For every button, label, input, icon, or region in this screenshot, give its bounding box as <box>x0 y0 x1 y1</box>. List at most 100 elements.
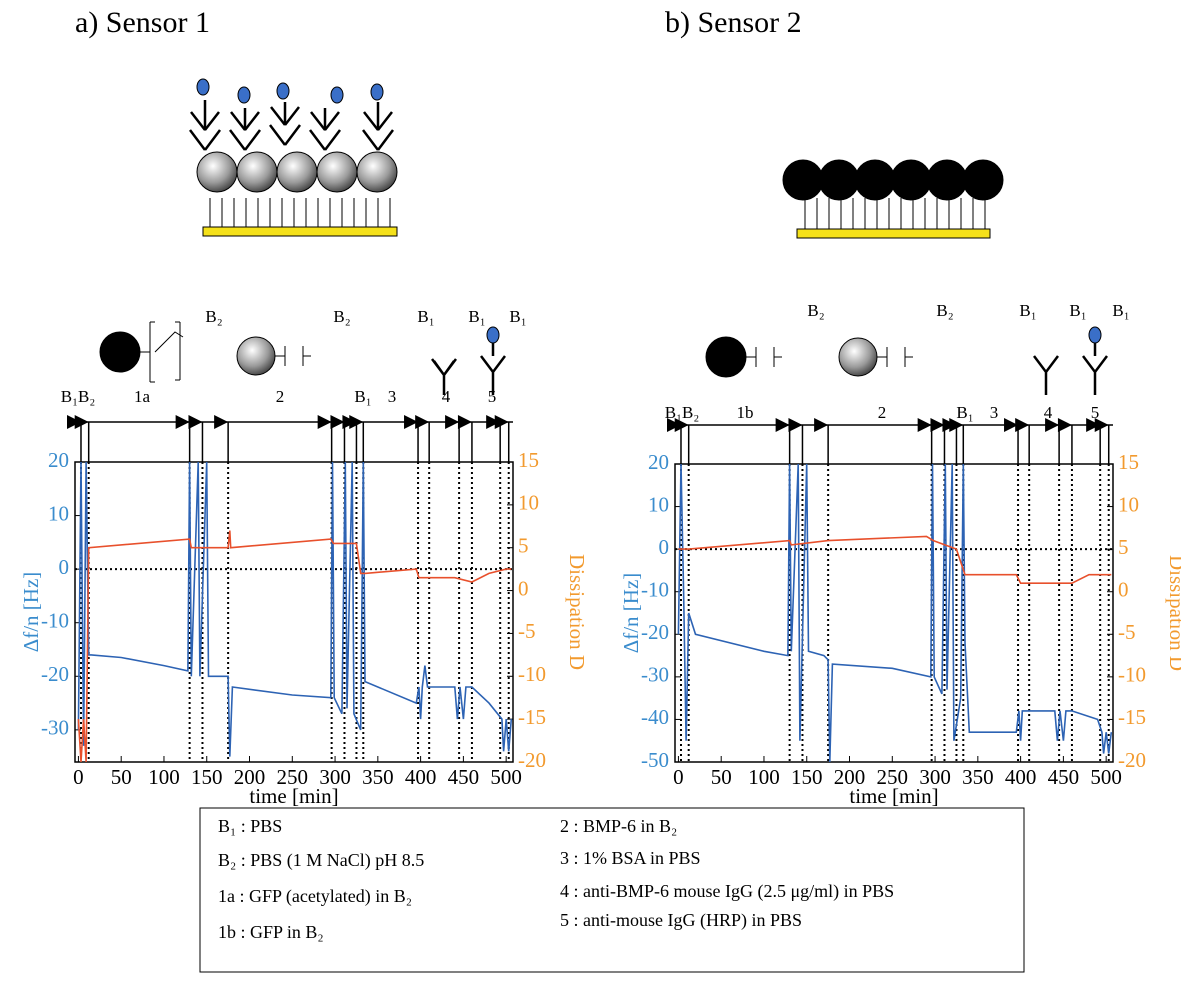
y-tick-label: -10 <box>41 609 69 633</box>
y2-tick-label: -20 <box>518 748 546 772</box>
x-tick-label: 400 <box>1005 765 1037 789</box>
step-label: 5 <box>488 387 497 406</box>
x-tick-label: 50 <box>111 765 132 789</box>
y-tick-label: 0 <box>659 535 670 559</box>
y-tick-label: -20 <box>41 662 69 686</box>
chart-title: a) Sensor 1 <box>75 6 210 39</box>
frequency-line <box>678 464 1111 762</box>
step-label: B₁ <box>956 403 973 422</box>
chart-title: b) Sensor 2 <box>665 6 802 39</box>
step-label: B₁ <box>417 307 434 326</box>
step-label: B₁ <box>354 387 371 406</box>
figure: a) Sensor 105010015020025030035040045050… <box>0 0 1181 977</box>
x-tick-label: 100 <box>148 765 180 789</box>
x-tick-label: 450 <box>448 765 480 789</box>
timeline-arrow <box>776 418 790 432</box>
key-entry: 5 : anti-mouse IgG (HRP) in PBS <box>560 910 802 931</box>
timeline-arrow <box>415 415 429 429</box>
x-tick-label: 0 <box>73 765 84 789</box>
plot-frame <box>675 464 1113 762</box>
y2-tick-label: 10 <box>1118 492 1139 516</box>
timeline-arrow <box>814 418 828 432</box>
step-label: 3 <box>990 403 999 422</box>
x-axis-label: time [min] <box>249 784 338 808</box>
key-entry: B₁ : PBS <box>218 816 282 836</box>
y2-tick-label: -10 <box>1118 663 1146 687</box>
plot-frame <box>75 462 513 762</box>
dissipation-line <box>78 531 511 762</box>
step-label: 2 <box>276 387 285 406</box>
x-tick-label: 150 <box>191 765 223 789</box>
key-entry: 2 : BMP-6 in B₂ <box>560 816 677 836</box>
y2-tick-label: -20 <box>1118 748 1146 772</box>
timeline-arrow <box>458 415 472 429</box>
step-label: B₂ <box>205 307 222 326</box>
x-tick-label: 450 <box>1048 765 1080 789</box>
y2-tick-label: 10 <box>518 491 539 515</box>
y2-tick-label: 0 <box>1118 578 1129 602</box>
y2-tick-label: 5 <box>1118 535 1129 559</box>
y-tick-label: 10 <box>648 492 669 516</box>
x-tick-label: 100 <box>748 765 780 789</box>
step-label: B₂ <box>333 307 350 326</box>
y2-tick-label: -5 <box>518 619 536 643</box>
sensor-2-schematic <box>783 160 1003 238</box>
timeline-arrow <box>318 415 332 429</box>
x-axis-label: time [min] <box>849 784 938 808</box>
y-tick-label: 20 <box>648 450 669 474</box>
step-label: B₂ <box>936 301 953 320</box>
step-label: B₁ <box>509 307 526 326</box>
step-label: B₁ <box>468 307 485 326</box>
timeline-arrow <box>918 418 932 432</box>
x-tick-label: 350 <box>962 765 994 789</box>
sensor-1-schematic <box>190 79 397 236</box>
y-tick-label: 20 <box>48 448 69 472</box>
timeline-arrow <box>176 415 190 429</box>
timeline-arrow <box>788 418 802 432</box>
key-entry: 1b : GFP in B₂ <box>218 922 324 942</box>
y2-tick-label: -15 <box>1118 705 1146 729</box>
y-tick-label: 0 <box>59 555 70 579</box>
timeline-arrow <box>1058 418 1072 432</box>
step-label: 4 <box>442 387 451 406</box>
step-label: 1b <box>737 403 754 422</box>
step-label: B₁B₂ <box>61 387 96 406</box>
frequency-line <box>78 462 511 757</box>
step-label: 5 <box>1091 403 1100 422</box>
step-label: B₂ <box>807 301 824 320</box>
x-tick-label: 350 <box>362 765 394 789</box>
step-label: 3 <box>388 387 397 406</box>
timeline-arrow <box>1015 418 1029 432</box>
step-label: B₁ <box>1112 301 1129 320</box>
y-axis-label: Δf/n [Hz] <box>619 573 643 654</box>
x-tick-label: 400 <box>405 765 437 789</box>
y-tick-label: -20 <box>641 620 669 644</box>
x-tick-label: 0 <box>673 765 684 789</box>
timeline-arrow <box>445 415 459 429</box>
key-entry: 1a : GFP (acetylated) in B₂ <box>218 886 412 907</box>
step-label: 2 <box>878 403 887 422</box>
annotation-icons <box>100 322 1107 395</box>
x-tick-label: 50 <box>711 765 732 789</box>
y2-tick-label: 0 <box>518 576 529 600</box>
y-tick-label: -30 <box>41 716 69 740</box>
step-label: B₁ <box>1019 301 1036 320</box>
y2-tick-label: -5 <box>1118 620 1136 644</box>
y2-tick-label: -10 <box>518 662 546 686</box>
key-entry: 4 : anti-BMP-6 mouse IgG (2.5 μg/ml) in … <box>560 881 894 902</box>
y-axis-label: Δf/n [Hz] <box>19 572 43 653</box>
timeline-arrow <box>188 415 202 429</box>
y-tick-label: 10 <box>48 501 69 525</box>
timeline-arrow <box>330 415 344 429</box>
step-label: 1a <box>134 387 151 406</box>
y-tick-label: -10 <box>641 578 669 602</box>
key-entry: 3 : 1% BSA in PBS <box>560 848 701 868</box>
dissipation-line <box>678 536 1111 583</box>
y-tick-label: -30 <box>641 663 669 687</box>
step-label: B₁ <box>1069 301 1086 320</box>
y2-tick-label: 15 <box>1118 450 1139 474</box>
key-entry: B₂ : PBS (1 M NaCl) pH 8.5 <box>218 850 424 871</box>
timeline-arrow <box>930 418 944 432</box>
step-label: B₁B₂ <box>665 403 700 422</box>
y2-tick-label: 5 <box>518 534 529 558</box>
